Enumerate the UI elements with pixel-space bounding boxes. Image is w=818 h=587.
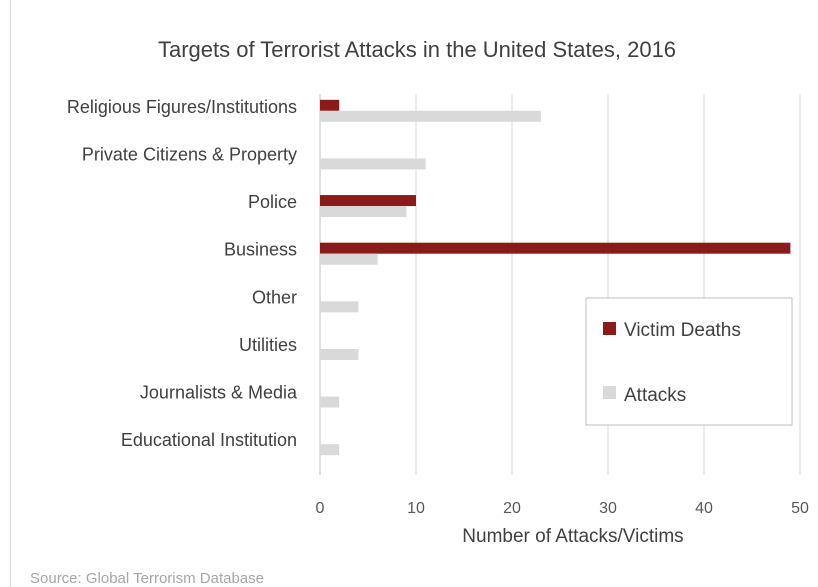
category-label-utilities: Utilities	[239, 335, 297, 355]
legend-swatch-victim-deaths	[603, 322, 616, 335]
bar-attacks-religious-figures-institutions	[320, 110, 541, 122]
bar-victim-deaths-religious-figures-institutions	[320, 99, 340, 111]
category-label-private-citizens-property: Private Citizens & Property	[82, 144, 297, 164]
x-tick-label-0: 0	[316, 500, 325, 517]
x-axis-title: Number of Attacks/Victims	[462, 526, 683, 547]
bar-attacks-police	[320, 206, 407, 218]
legend-label-attacks: Attacks	[624, 385, 686, 406]
bar-attacks-private-citizens-property	[320, 158, 426, 170]
chart-title: Targets of Terrorist Attacks in the Unit…	[158, 37, 676, 62]
frame-border	[10, 0, 11, 587]
bar-attacks-business	[320, 253, 378, 265]
bar-victim-deaths-police	[320, 195, 416, 207]
category-labels: Religious Figures/Institutions Private Ci…	[67, 97, 298, 450]
category-label-other: Other	[252, 287, 297, 307]
bar-attacks-journalists-media	[320, 396, 340, 408]
category-label-educational-institution: Educational Institution	[121, 430, 297, 450]
legend-swatch-attacks	[603, 386, 616, 399]
bar-attacks-educational-institution	[320, 444, 340, 456]
category-label-police: Police	[248, 192, 297, 212]
legend: Victim Deaths Attacks	[585, 297, 793, 426]
x-tick-label-10: 10	[407, 500, 425, 517]
legend-label-victim-deaths: Victim Deaths	[624, 320, 741, 341]
category-label-religious-figures-institutions: Religious Figures/Institutions	[67, 97, 297, 117]
x-tick-labels: 0 10 20 30 40 50	[316, 500, 809, 517]
bar-attacks-utilities	[320, 348, 359, 360]
x-tick-label-20: 20	[503, 500, 521, 517]
x-tick-label-40: 40	[695, 500, 713, 517]
x-tick-label-30: 30	[599, 500, 617, 517]
bars	[320, 99, 791, 456]
bar-victim-deaths-business	[320, 242, 791, 254]
source-note: Source: Global Terrorism Database	[30, 570, 264, 587]
category-label-journalists-media: Journalists & Media	[140, 383, 298, 403]
x-tick-label-50: 50	[791, 500, 809, 517]
bar-attacks-other	[320, 301, 359, 313]
category-label-business: Business	[224, 240, 297, 260]
legend-box	[585, 297, 793, 426]
